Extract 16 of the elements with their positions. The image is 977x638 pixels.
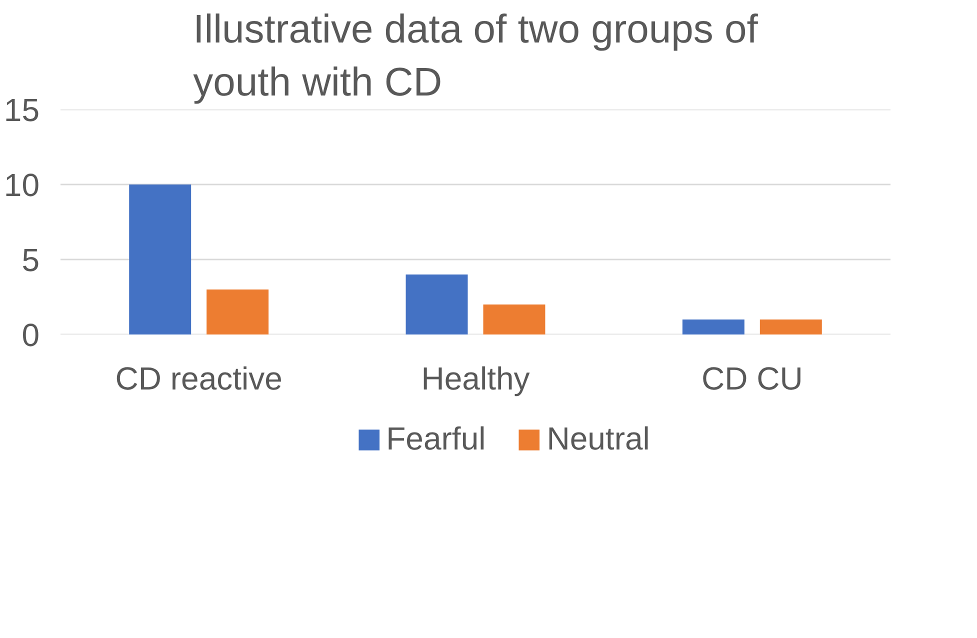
bar	[206, 290, 269, 334]
x-tick-label: CD CU	[702, 360, 803, 396]
bar	[682, 320, 744, 334]
bar	[406, 274, 468, 334]
y-tick-label: 15	[4, 92, 40, 128]
chart-title: Illustrative data of two groups of youth with CD	[193, 8, 759, 104]
bar	[483, 304, 546, 334]
legend-label: Neutral	[546, 420, 650, 458]
bar	[760, 320, 822, 334]
y-tick-label: 10	[4, 167, 40, 203]
y-tick-label: 0	[22, 317, 40, 353]
bar	[129, 184, 192, 334]
x-tick-label: CD reactive	[115, 360, 282, 396]
legend-label: Fearful	[386, 420, 486, 458]
y-tick-label: 5	[22, 242, 40, 278]
x-tick-label: Healthy	[421, 360, 530, 396]
